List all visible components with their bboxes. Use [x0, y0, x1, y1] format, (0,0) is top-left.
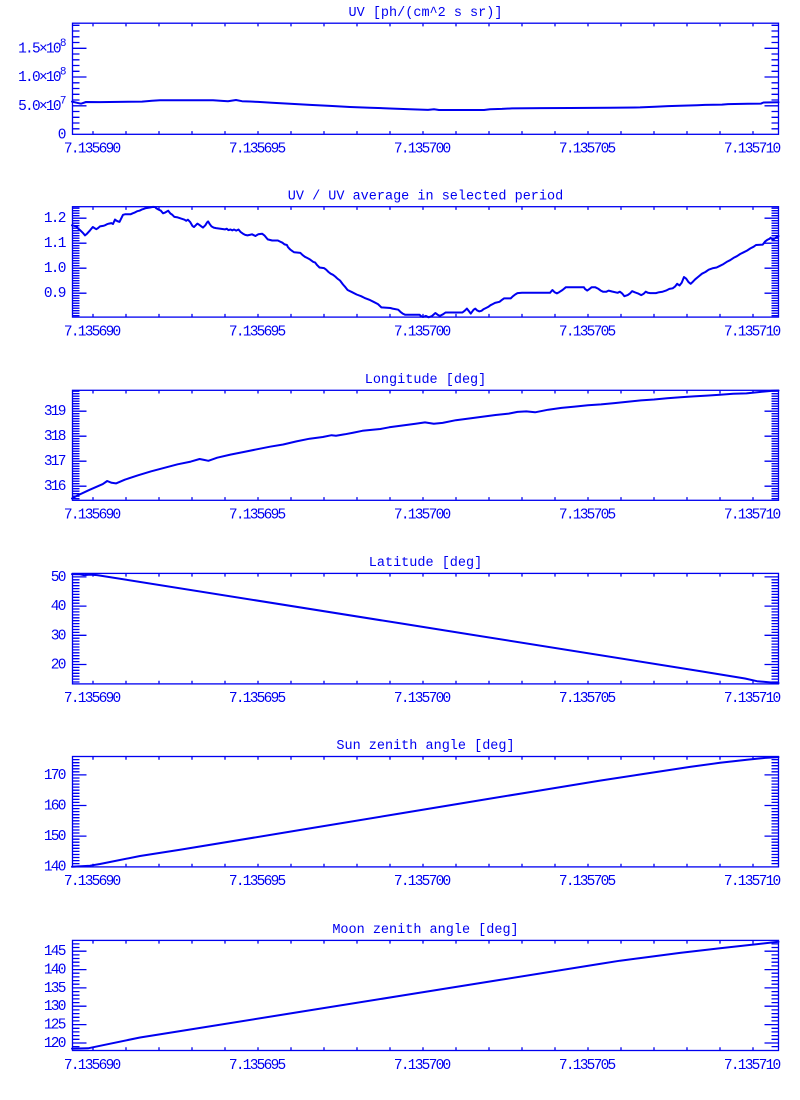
svg-text:7.135695: 7.135695 — [229, 691, 286, 707]
svg-text:150: 150 — [44, 829, 66, 845]
svg-text:140: 140 — [44, 963, 66, 979]
svg-text:7.135705: 7.135705 — [559, 1058, 616, 1074]
svg-text:1.5×108: 1.5×108 — [18, 38, 66, 58]
svg-text:UV / UV average in selected pe: UV / UV average in selected period — [288, 189, 563, 204]
svg-text:7.135705: 7.135705 — [559, 142, 616, 158]
svg-text:7.135700: 7.135700 — [394, 508, 451, 524]
svg-text:1.0: 1.0 — [44, 261, 66, 277]
svg-text:317: 317 — [44, 454, 66, 470]
svg-text:7.135690: 7.135690 — [64, 142, 121, 158]
svg-text:140: 140 — [44, 860, 66, 876]
svg-text:7.135710: 7.135710 — [724, 508, 781, 524]
svg-text:7.135705: 7.135705 — [559, 324, 616, 340]
svg-text:50: 50 — [51, 570, 66, 586]
svg-text:7.135710: 7.135710 — [724, 324, 781, 340]
svg-text:7.135695: 7.135695 — [229, 142, 286, 158]
svg-text:170: 170 — [44, 768, 66, 784]
svg-text:7.135710: 7.135710 — [724, 874, 781, 890]
svg-text:40: 40 — [51, 599, 66, 615]
svg-text:0: 0 — [58, 127, 66, 143]
svg-text:316: 316 — [44, 479, 66, 495]
svg-text:130: 130 — [44, 999, 66, 1015]
svg-text:145: 145 — [44, 944, 66, 960]
svg-text:7.135700: 7.135700 — [394, 1058, 451, 1074]
svg-text:Sun zenith angle [deg]: Sun zenith angle [deg] — [336, 739, 514, 754]
svg-text:7.135695: 7.135695 — [229, 508, 286, 524]
svg-text:7.135705: 7.135705 — [559, 691, 616, 707]
svg-text:120: 120 — [44, 1036, 66, 1052]
svg-text:135: 135 — [44, 981, 66, 997]
svg-text:1.0×108: 1.0×108 — [18, 67, 66, 87]
svg-text:30: 30 — [51, 628, 66, 644]
svg-text:7.135700: 7.135700 — [394, 691, 451, 707]
svg-text:7.135695: 7.135695 — [229, 324, 286, 340]
svg-text:7.135700: 7.135700 — [394, 324, 451, 340]
svg-text:Moon zenith angle [deg]: Moon zenith angle [deg] — [332, 923, 518, 938]
svg-text:7.135690: 7.135690 — [64, 691, 121, 707]
svg-text:Longitude [deg]: Longitude [deg] — [365, 373, 487, 388]
svg-text:160: 160 — [44, 799, 66, 815]
svg-text:318: 318 — [44, 429, 66, 445]
svg-text:125: 125 — [44, 1018, 66, 1034]
svg-text:7.135710: 7.135710 — [724, 142, 781, 158]
svg-text:7.135700: 7.135700 — [394, 874, 451, 890]
svg-text:319: 319 — [44, 404, 66, 420]
svg-text:7.135710: 7.135710 — [724, 1058, 781, 1074]
svg-text:Latitude [deg]: Latitude [deg] — [369, 556, 482, 571]
svg-text:20: 20 — [51, 658, 66, 674]
svg-text:7.135690: 7.135690 — [64, 874, 121, 890]
svg-text:7.135705: 7.135705 — [559, 508, 616, 524]
svg-text:1.2: 1.2 — [44, 211, 66, 227]
svg-text:7.135695: 7.135695 — [229, 874, 286, 890]
svg-text:7.135690: 7.135690 — [64, 324, 121, 340]
svg-text:7.135690: 7.135690 — [64, 1058, 121, 1074]
svg-text:7.135695: 7.135695 — [229, 1058, 286, 1074]
svg-text:7.135690: 7.135690 — [64, 508, 121, 524]
svg-text:7.135710: 7.135710 — [724, 691, 781, 707]
svg-text:UV [ph/(cm^2 s sr)]: UV [ph/(cm^2 s sr)] — [349, 6, 503, 21]
svg-text:7.135700: 7.135700 — [394, 142, 451, 158]
svg-text:7.135705: 7.135705 — [559, 874, 616, 890]
svg-text:0.9: 0.9 — [44, 286, 66, 302]
svg-text:5.0×107: 5.0×107 — [18, 95, 66, 115]
svg-text:1.1: 1.1 — [44, 236, 66, 252]
